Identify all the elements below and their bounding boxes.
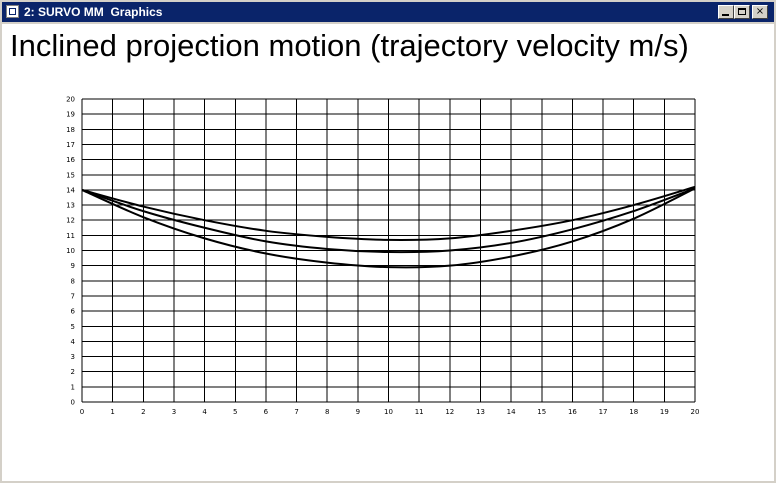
y-tick-label: 4: [71, 338, 76, 346]
trajectory-chart: 0 1 2 3 4 5 6 7 8 9 10 11 12 13 14 15 16 17 18 19 2001234567…: [66, 96, 700, 417]
trajectory-line-3: [81, 187, 696, 269]
y-tick-label: 3: [71, 353, 75, 361]
x-tick-label: 7: [294, 408, 298, 416]
x-tick-label: 5: [233, 408, 237, 416]
close-icon: ×: [755, 6, 765, 17]
x-tick-label: 11: [415, 408, 424, 416]
y-tick-label: 12: [66, 217, 75, 225]
y-tick-label: 7: [71, 292, 75, 300]
y-tick-label: 19: [66, 111, 75, 119]
y-tick-label: 16: [66, 156, 75, 164]
x-tick-label: 18: [629, 408, 638, 416]
trajectory-line-2: [81, 187, 696, 254]
y-tick-label: 15: [66, 171, 75, 179]
x-tick-label: 17: [599, 408, 608, 416]
maximize-icon: [738, 8, 746, 15]
y-tick-label: 10: [66, 247, 75, 255]
x-tick-label: 14: [507, 408, 516, 416]
y-tick-label: 20: [66, 96, 75, 104]
title-bar[interactable]: 2: SURVO MM Graphics ×: [2, 2, 774, 22]
y-tick-label: 8: [71, 277, 75, 285]
x-tick-label: 19: [660, 408, 669, 416]
x-tick-label: 4: [202, 408, 207, 416]
y-tick-label: 14: [66, 186, 75, 194]
minimize-icon: [722, 14, 729, 16]
x-tick-label: 3: [172, 408, 176, 416]
y-tick-label: 2: [71, 368, 75, 376]
y-tick-label: 0: [71, 399, 75, 407]
x-tick-label: 13: [476, 408, 485, 416]
x-tick-label: 10: [384, 408, 393, 416]
y-tick-label: 17: [66, 141, 75, 149]
x-tick-label: 9: [356, 408, 360, 416]
y-tick-label: 6: [71, 308, 76, 316]
trajectory-line-1: [81, 185, 696, 241]
close-button[interactable]: ×: [752, 5, 768, 19]
y-tick-label: 5: [71, 323, 75, 331]
app-icon[interactable]: [6, 5, 19, 18]
x-tick-label: 12: [445, 408, 454, 416]
y-tick-label: 18: [66, 126, 75, 134]
x-tick-label: 8: [325, 408, 329, 416]
minimize-button[interactable]: [718, 5, 734, 19]
y-tick-label: 11: [66, 232, 75, 240]
x-tick-label: 16: [568, 408, 577, 416]
y-tick-label: 1: [71, 383, 75, 391]
y-tick-label: 13: [66, 202, 75, 210]
x-tick-label: 15: [537, 408, 546, 416]
x-tick-label: 6: [264, 408, 269, 416]
x-tick-label: 20: [691, 408, 700, 416]
window-title: 2: SURVO MM Graphics: [24, 5, 163, 19]
x-tick-label: 2: [141, 408, 145, 416]
graphics-canvas: Inclined projection motion (trajectory v…: [2, 24, 774, 481]
x-tick-label: 1: [110, 408, 114, 416]
x-tick-label: 0: [80, 408, 84, 416]
maximize-button[interactable]: [734, 5, 750, 19]
y-tick-label: 9: [71, 262, 75, 270]
chart-title: Inclined projection motion (trajectory v…: [10, 28, 689, 63]
